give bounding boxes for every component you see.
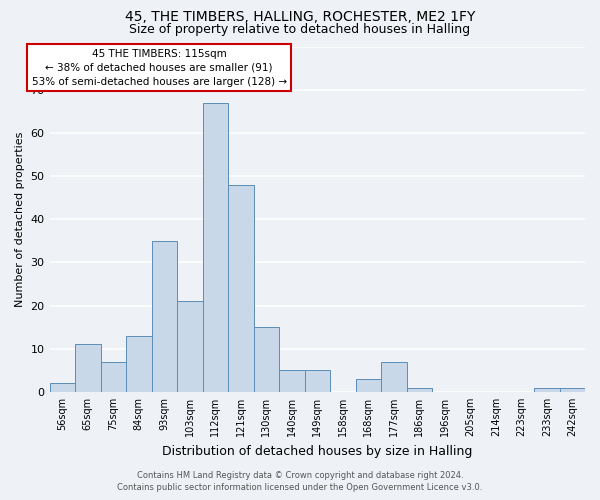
- Text: 45 THE TIMBERS: 115sqm
← 38% of detached houses are smaller (91)
53% of semi-det: 45 THE TIMBERS: 115sqm ← 38% of detached…: [32, 48, 287, 86]
- Bar: [407, 388, 432, 392]
- Y-axis label: Number of detached properties: Number of detached properties: [15, 132, 25, 307]
- Bar: [381, 362, 407, 392]
- Bar: [279, 370, 305, 392]
- Bar: [177, 302, 203, 392]
- Bar: [254, 327, 279, 392]
- Bar: [534, 388, 560, 392]
- Bar: [228, 184, 254, 392]
- Bar: [101, 362, 126, 392]
- X-axis label: Distribution of detached houses by size in Halling: Distribution of detached houses by size …: [162, 444, 472, 458]
- Bar: [152, 241, 177, 392]
- Text: 45, THE TIMBERS, HALLING, ROCHESTER, ME2 1FY: 45, THE TIMBERS, HALLING, ROCHESTER, ME2…: [125, 10, 475, 24]
- Text: Contains HM Land Registry data © Crown copyright and database right 2024.
Contai: Contains HM Land Registry data © Crown c…: [118, 471, 482, 492]
- Bar: [50, 384, 75, 392]
- Bar: [203, 102, 228, 392]
- Text: Size of property relative to detached houses in Halling: Size of property relative to detached ho…: [130, 22, 470, 36]
- Bar: [560, 388, 585, 392]
- Bar: [126, 336, 152, 392]
- Bar: [356, 379, 381, 392]
- Bar: [305, 370, 330, 392]
- Bar: [75, 344, 101, 392]
